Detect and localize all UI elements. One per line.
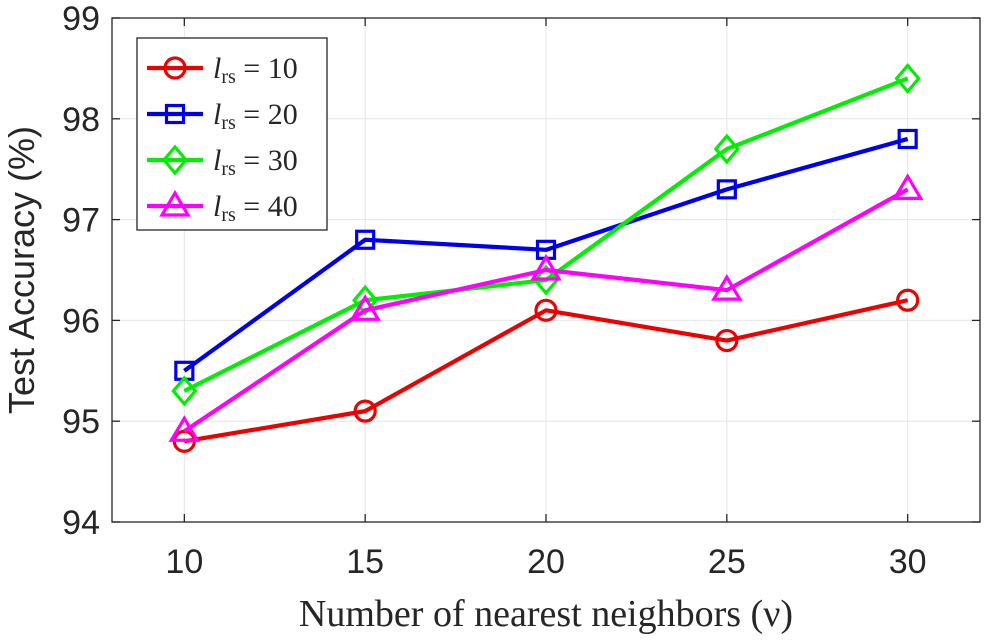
- data-point: [715, 328, 739, 353]
- legend-label: lrs = 10: [213, 52, 298, 88]
- legend-swatch-marker: [163, 56, 187, 80]
- x-tick-label: 25: [708, 543, 746, 581]
- y-axis: 94 95 96 97 98 99: [62, 0, 980, 542]
- series-4: [168, 173, 924, 442]
- data-point: [716, 179, 737, 200]
- x-tick-label: 10: [165, 543, 203, 581]
- y-axis-title: Test Accuracy (%): [1, 126, 42, 414]
- x-tick-label: 20: [527, 543, 565, 581]
- legend-label: lrs = 40: [213, 190, 298, 226]
- series-line: [183, 298, 909, 444]
- y-tick-label: 99: [62, 0, 100, 38]
- series-line: [183, 187, 909, 434]
- legend-label: lrs = 30: [213, 144, 298, 180]
- data-point: [171, 375, 198, 407]
- x-tick-label: 30: [889, 543, 927, 581]
- y-tick-label: 96: [62, 302, 100, 340]
- series-layer: [168, 63, 924, 453]
- legend-label: lrs = 20: [213, 98, 298, 134]
- data-point: [355, 229, 376, 250]
- data-point: [352, 284, 379, 316]
- data-point: [534, 298, 558, 322]
- y-tick-label: 97: [62, 202, 100, 240]
- data-point: [349, 294, 381, 321]
- x-axis-title: Number of nearest neighbors (ν): [299, 593, 793, 635]
- data-point: [532, 264, 560, 296]
- legend-item: lrs = 20: [147, 98, 298, 134]
- legend-item: lrs = 40: [147, 189, 298, 226]
- data-point: [897, 128, 918, 150]
- y-tick-label: 95: [62, 403, 100, 441]
- data-point: [711, 274, 743, 301]
- series-2: [174, 128, 918, 381]
- data-point: [530, 253, 562, 281]
- data-point: [168, 415, 201, 442]
- x-axis: 10 15 20 25 30: [165, 18, 927, 581]
- data-point: [713, 133, 740, 165]
- legend-swatch-marker: [159, 189, 191, 217]
- legend: lrs = 10 lrs = 20 lrs = 30 lrs = 40: [136, 37, 328, 231]
- legend-swatch-marker: [161, 144, 189, 176]
- legend-item: lrs = 10: [147, 52, 298, 88]
- legend-item: lrs = 30: [147, 144, 298, 180]
- y-tick-label: 94: [62, 504, 100, 542]
- x-tick-label: 15: [346, 543, 384, 581]
- legend-swatch-marker: [164, 103, 186, 125]
- data-point: [353, 399, 377, 423]
- y-tick-label: 98: [62, 101, 100, 139]
- data-point: [896, 288, 920, 312]
- data-point: [891, 173, 924, 200]
- series-line: [183, 136, 909, 373]
- data-point: [894, 63, 921, 94]
